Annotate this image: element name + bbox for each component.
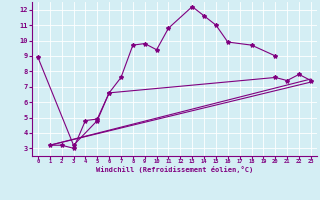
X-axis label: Windchill (Refroidissement éolien,°C): Windchill (Refroidissement éolien,°C) (96, 166, 253, 173)
